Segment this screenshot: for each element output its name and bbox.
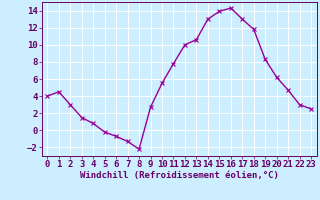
X-axis label: Windchill (Refroidissement éolien,°C): Windchill (Refroidissement éolien,°C) <box>80 171 279 180</box>
